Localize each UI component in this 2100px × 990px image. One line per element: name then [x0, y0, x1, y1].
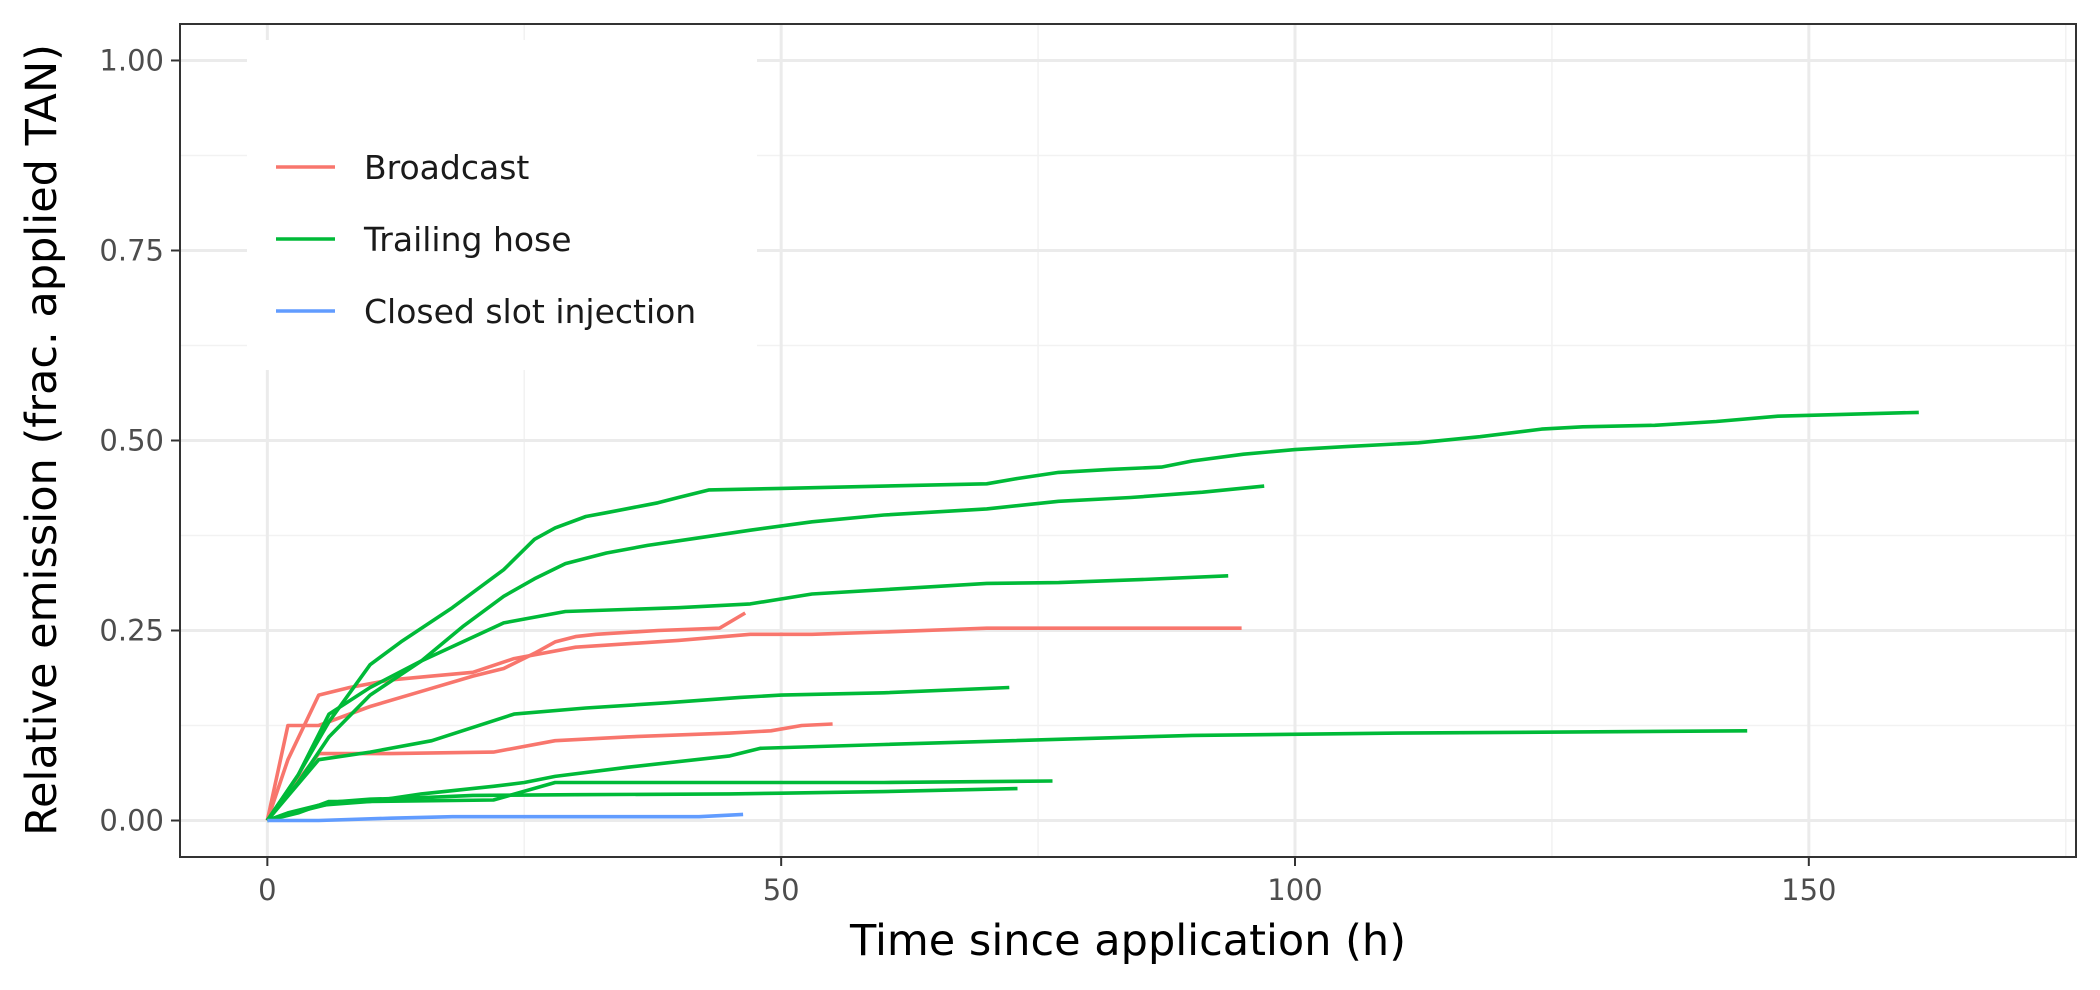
legend-background	[247, 40, 757, 370]
y-tick-label: 0.50	[99, 424, 164, 458]
x-tick-label: 50	[763, 873, 800, 907]
y-tick-label: 1.00	[99, 43, 164, 77]
series-line-trailing-hose	[265, 685, 1010, 822]
series-line-broadcast	[265, 626, 1242, 822]
legend-label-broadcast: Broadcast	[364, 148, 529, 187]
y-axis: 0.00 0.25 0.50 0.75 1.00	[99, 43, 180, 838]
y-tick-label: 0.75	[99, 233, 164, 267]
series-line-trailing-hose	[265, 484, 1265, 822]
legend: Broadcast Trailing hose Closed slot inject…	[247, 40, 757, 370]
legend-label-trailing-hose: Trailing hose	[363, 220, 572, 259]
series-line-trailing-hose	[266, 786, 1018, 823]
x-tick-label: 0	[258, 873, 276, 907]
legend-label-closed-slot-injection: Closed slot injection	[364, 292, 696, 331]
series-line-trailing-hose	[265, 574, 1229, 822]
x-tick-label: 100	[1267, 873, 1322, 907]
series-line-closed-slot-injection	[267, 812, 744, 823]
y-tick-label: 0.00	[99, 804, 164, 838]
x-axis-title: Time since application (h)	[849, 916, 1406, 966]
x-axis: 0 50 100 150	[258, 857, 1836, 907]
series-line-trailing-hose	[265, 410, 1919, 822]
x-tick-label: 150	[1781, 873, 1836, 907]
y-tick-label: 0.25	[99, 614, 164, 648]
series-layer	[265, 410, 1919, 823]
y-axis-title: Relative emission (frac. applied TAN)	[17, 44, 67, 836]
